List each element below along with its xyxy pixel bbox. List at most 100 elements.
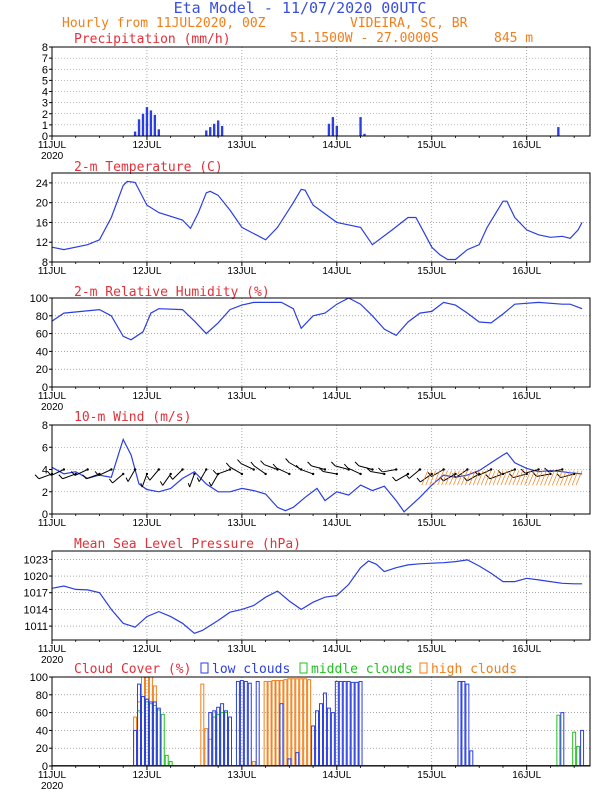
y-tick-label: 100	[30, 293, 48, 305]
wind-barb	[62, 473, 76, 480]
y-tick-label: 0	[42, 509, 48, 521]
wind-hatch	[520, 470, 528, 486]
y-tick-label: 40	[36, 725, 48, 737]
wind-barb	[112, 473, 124, 484]
location-label: VIDEIRA, SC, BR	[350, 16, 468, 31]
wind-hatch	[504, 470, 512, 486]
wind-hatch	[575, 470, 583, 486]
wind-barb-flag	[260, 460, 265, 466]
low-clouds-bar	[228, 716, 232, 767]
y-tick-label: 3	[42, 98, 48, 110]
low-clouds-bar	[461, 680, 466, 767]
wind-barb	[149, 469, 160, 481]
y-tick-label: 0	[42, 382, 48, 394]
x-tick-label: 12JUL	[132, 770, 161, 781]
panel-title-temp: 2-m Temperature (C)	[74, 160, 223, 175]
x-tick-label: 12JUL	[132, 140, 161, 151]
wind-barb	[560, 473, 575, 479]
wind-barb-base	[157, 468, 161, 471]
y-tick-label: 6	[42, 442, 48, 454]
panel-2: 0 20 40 60 80 100 11JUL 12JUL 13JUL 14JUL 15JUL 16J…	[30, 293, 591, 413]
x-tick-label: 14JUL	[322, 770, 351, 781]
y-tick-label: 100	[30, 672, 48, 684]
wind-barb	[408, 469, 421, 479]
panel-frame	[51, 676, 591, 767]
wind-barb	[38, 473, 53, 480]
x-tick-label: 14JUL	[322, 266, 351, 277]
wind-barb	[276, 467, 290, 475]
wind-barb	[322, 471, 337, 475]
wind-barb	[229, 466, 243, 475]
precip-bar	[137, 119, 141, 136]
wind-hatch	[445, 470, 452, 486]
wind-barb-flag	[237, 459, 242, 464]
wind-barb	[311, 465, 326, 470]
wind-barb	[172, 469, 183, 480]
wind_speed-line	[51, 437, 583, 513]
y-tick-label: 8	[42, 257, 48, 269]
precip-bar	[205, 130, 208, 136]
wind-barb-base	[193, 472, 196, 476]
low-clouds-bar	[216, 706, 221, 767]
wind-hatch	[437, 470, 444, 486]
low-clouds-bar	[342, 680, 347, 767]
wind-barb-flag	[405, 474, 410, 479]
high-clouds-bar	[291, 678, 296, 767]
year-label: 2020	[41, 655, 64, 666]
wind-barb-base	[169, 472, 172, 476]
wind-hatch	[524, 470, 531, 486]
legend-low-label: low clouds	[212, 662, 290, 677]
wind-barb	[253, 465, 266, 475]
x-tick-label: 12JUL	[132, 518, 161, 529]
y-tick-label: 40	[36, 346, 48, 358]
low-clouds-bar	[311, 725, 316, 767]
year-label: 2020	[41, 151, 64, 162]
y-tick-label: 1017	[24, 588, 48, 600]
precip-bar	[220, 125, 224, 136]
y-tick-label: 8	[42, 420, 48, 432]
panel-frame	[51, 172, 591, 263]
wind-hatch	[429, 470, 437, 486]
x-tick-label: 15JUL	[417, 140, 446, 151]
wind-barb-flag	[378, 467, 383, 473]
wind-hatch	[457, 470, 464, 486]
wind-barb-flag	[125, 477, 129, 482]
precip-bar	[157, 129, 160, 136]
wind-barb-flag	[485, 474, 491, 480]
wind-hatch	[544, 470, 551, 486]
wind-barb	[455, 469, 468, 478]
wind-hatch	[465, 470, 472, 486]
x-tick-label: 15JUL	[417, 518, 446, 529]
high-clouds-bar	[287, 678, 292, 767]
elevation-label: 845 m	[494, 31, 533, 46]
panel-1: 8 12 16 20 24 11JUL 12JUL 13JUL 14JUL 15JUL 16JUL	[36, 172, 591, 277]
wind-barb	[198, 469, 207, 482]
low-clouds-bar	[235, 680, 240, 767]
year-label: 2020	[41, 781, 64, 792]
wind-barb-base	[572, 472, 576, 476]
wind-barb-flag	[109, 478, 113, 484]
y-tick-label: 20	[36, 198, 48, 210]
wind-hatch	[472, 470, 480, 486]
legend-high-label: high clouds	[431, 662, 517, 677]
chart-subtitle: Hourly from 11JUL2020, 00Z	[62, 16, 266, 31]
x-tick-label: 14JUL	[322, 140, 351, 151]
x-tick-label: 12JUL	[132, 644, 161, 655]
wind-barb-flag	[452, 473, 457, 478]
x-tick-label: 16JUL	[512, 391, 541, 402]
low-clouds-bar	[334, 680, 339, 767]
panel-3: 0 2 4 6 8 11JUL 12JUL 13JUL 14JUL 15JUL 16JUL	[34, 420, 591, 529]
wind-barb-base	[62, 468, 66, 471]
wind-barb-base	[442, 468, 445, 471]
x-tick-label: 13JUL	[227, 391, 256, 402]
high-clouds-bar	[283, 679, 288, 767]
wind-barb-flag	[225, 462, 231, 468]
wind-hatch	[496, 470, 504, 486]
panel-title-mslp: Mean Sea Level Pressure (hPa)	[74, 537, 301, 552]
precip-bar	[216, 120, 220, 136]
y-tick-label: 2	[42, 487, 48, 499]
y-tick-label: 7	[42, 53, 48, 65]
panel-title-cloud: Cloud Cover (%)	[74, 662, 191, 677]
precip-bar	[133, 131, 137, 136]
precip-bar	[149, 110, 153, 136]
